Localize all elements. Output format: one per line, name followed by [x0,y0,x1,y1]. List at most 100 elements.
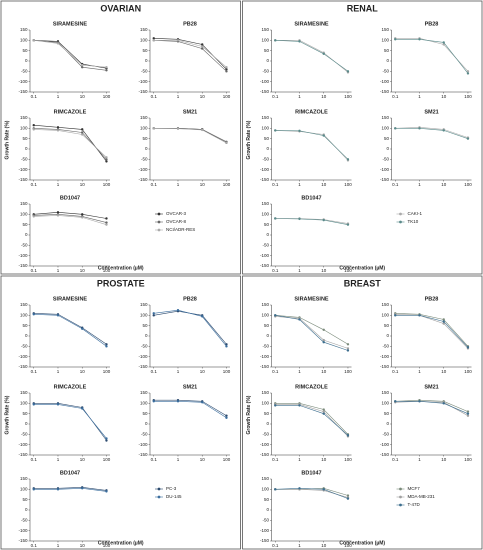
data-point [105,66,108,69]
x-axis-label: Concentration (µM) [98,265,144,271]
data-point [298,217,301,221]
chart-title: PB28 [183,296,197,302]
x-tick-label: 0.1 [31,543,38,548]
y-tick-label: -50 [262,157,269,162]
series-line [33,213,107,223]
x-tick-label: 10 [441,369,447,374]
y-tick-label: -150 [260,538,270,543]
series-line [395,315,469,348]
y-tick-label: -100 [18,442,28,447]
y-tick-label: -50 [141,432,148,437]
panel-border [0,0,241,275]
x-tick-label: 1 [177,457,180,462]
data-point [346,497,350,500]
data-point [322,134,325,137]
series-line [275,40,349,72]
data-point [56,42,60,45]
data-point [225,416,228,419]
y-tick-label: 150 [381,115,389,120]
data-point [418,314,421,317]
y-tick-label: 150 [261,390,269,395]
data-point [322,408,325,411]
y-tick-label: -100 [18,253,28,258]
data-point [81,213,84,216]
data-point [201,128,204,132]
data-point [225,343,228,346]
y-tick-label: 0 [145,58,148,63]
y-tick-label: 100 [381,126,389,131]
x-tick-label: 100 [103,182,111,187]
series-line [395,400,469,416]
data-point [298,318,301,321]
data-point [201,401,204,404]
y-tick-label: 100 [381,38,389,43]
series-line [153,38,227,70]
y-tick-label: -100 [138,442,148,447]
y-tick-label: -50 [262,344,269,349]
series-line [33,129,107,158]
x-axis-label: Concentration (µM) [339,540,385,546]
data-point [56,211,60,214]
data-point [201,43,204,46]
y-tick-label: 50 [264,136,270,141]
x-tick-label: 1 [177,369,180,374]
x-tick-label: 100 [103,369,111,374]
series-line [33,403,107,441]
x-tick-label: 0.1 [392,369,399,374]
panel-title: RENAL [347,3,379,13]
x-tick-label: 1 [298,543,301,548]
panel-title: OVARIAN [100,3,141,13]
y-tick-label: 150 [381,27,389,32]
y-tick-label: 50 [384,48,390,53]
y-tick-label: 150 [20,201,28,206]
y-tick-label: -150 [380,452,390,457]
y-tick-label: 150 [20,115,28,120]
y-tick-label: -50 [262,243,269,248]
x-tick-label: 100 [344,182,352,187]
y-tick-label: -50 [21,432,28,437]
series-line [33,487,107,492]
data-point [466,346,470,349]
y-tick-label: 100 [140,401,148,406]
y-tick-label: -100 [380,167,390,172]
series-line [275,315,349,345]
series-line [395,401,469,414]
y-tick-label: -100 [260,528,270,533]
x-tick-label: 10 [321,543,327,548]
x-tick-label: 100 [344,543,352,548]
data-point [346,343,350,346]
data-point [152,37,155,40]
y-tick-label: 150 [140,302,148,307]
series-line [275,218,349,225]
series-line [275,403,349,435]
data-point [346,494,350,497]
y-tick-label: 100 [140,126,148,131]
data-point [201,47,204,50]
x-tick-label: 0.1 [31,369,38,374]
y-tick-label: 50 [264,222,270,227]
data-point [32,215,35,218]
data-point [81,487,84,490]
x-tick-label: 100 [103,94,111,99]
data-point [225,66,228,69]
data-point [225,68,228,71]
data-point [346,158,350,161]
x-tick-label: 10 [321,94,327,99]
x-tick-label: 10 [200,182,206,187]
series-line [33,314,107,347]
x-tick-label: 0.1 [272,457,279,462]
data-point [322,52,325,55]
data-point [105,437,108,440]
y-tick-label: 0 [145,333,148,338]
y-tick-label: 150 [20,476,28,481]
x-tick-label: 1 [177,94,180,99]
data-point [32,313,35,316]
series-line [395,399,469,412]
y-tick-label: 0 [386,146,389,151]
legend-label: NCI/ADR-RES [166,227,195,232]
y-tick-label: -150 [380,177,390,182]
x-tick-label: 1 [418,182,421,187]
x-tick-label: 10 [80,94,86,99]
chart-title: SIRAMESINE [53,21,88,27]
legend-marker [399,220,402,224]
